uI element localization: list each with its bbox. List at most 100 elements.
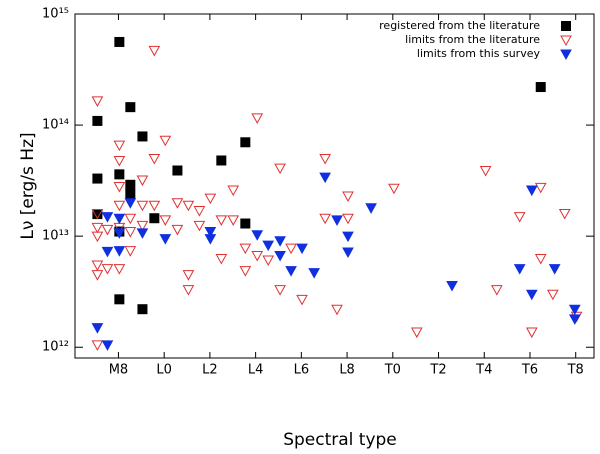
data-point [296,294,308,306]
data-point [113,213,126,225]
data-point [148,45,161,57]
x-tick-label: L2 [202,363,218,378]
data-point [319,172,331,184]
data-point [159,234,172,245]
legend-marker [560,35,572,47]
data-point [525,327,538,339]
data-point [513,212,526,223]
y-axis-label: Lν [erg/s Hz] [18,132,38,239]
data-point [172,165,183,176]
legend-label: limits from the literature [405,33,540,46]
data-point [113,155,126,167]
data-point [91,222,104,234]
data-point [365,203,377,214]
x-tick-label: T2 [429,363,446,378]
data-point [240,218,251,229]
data-point [274,163,286,175]
data-point [296,243,308,255]
data-point [215,215,228,226]
data-point [274,250,286,262]
data-point [149,213,160,224]
data-point [101,212,114,223]
legend-label: limits from this survey [417,47,541,60]
x-tick-label: T4 [475,363,492,378]
data-point [113,200,126,212]
data-point [239,243,252,255]
data-point [251,250,264,262]
data-point [204,193,217,205]
data-point [91,231,104,243]
data-point [101,224,114,236]
data-point [534,182,547,194]
data-point [274,236,286,247]
x-axis-label: Spectral type [283,430,397,450]
data-point [342,247,354,259]
x-tick-label: T6 [521,363,538,378]
data-point [513,264,526,275]
data-point [91,323,104,334]
data-point [534,253,547,265]
data-point [525,185,538,197]
data-point [319,213,331,225]
data-point [171,224,184,236]
data-point [535,82,546,93]
data-point [124,198,137,209]
y-tick-label: 10¹² [42,340,69,355]
data-point [91,270,104,281]
x-tick-label: L6 [294,363,310,378]
data-point [410,327,423,339]
data-point [113,228,126,239]
legend-marker [561,21,571,31]
data-point [92,209,103,220]
data-point [308,268,321,279]
data-point [91,96,104,107]
data-point [331,215,343,226]
data-point [124,227,137,238]
data-point [171,198,184,209]
data-point [92,173,103,184]
data-point [251,230,264,241]
legend-marker [560,49,572,61]
data-point [546,289,559,301]
data-point [125,102,136,113]
data-point [285,266,297,277]
data-point [91,208,104,220]
data-point [114,294,125,305]
x-tick-label: L4 [248,363,264,378]
data-point [101,246,114,258]
data-point [182,285,195,296]
data-point [137,131,148,142]
data-point [204,234,217,245]
data-point [193,220,206,232]
data-point [490,285,503,296]
data-point [262,240,275,252]
data-point [114,169,125,180]
data-point [136,175,149,187]
data-point [113,140,126,152]
data-point [91,260,104,272]
data-point [342,213,354,225]
data-point [548,264,561,275]
data-point [136,220,149,232]
data-point [446,280,458,292]
data-point [568,314,581,325]
data-point [216,155,227,166]
data-point [182,200,195,212]
data-point [227,185,240,197]
x-tick-label: T0 [384,363,401,378]
data-point [239,266,252,277]
y-tick-label: 10¹⁴ [42,118,69,133]
data-point [274,285,286,296]
data-point [193,206,206,217]
data-point [101,340,114,351]
data-point [227,215,240,226]
x-tick-label: L0 [156,363,172,378]
data-point [558,208,571,220]
data-point [125,179,136,190]
data-point [479,166,492,177]
plot-frame [74,13,595,359]
data-point [125,188,136,199]
data-point [251,113,264,124]
data-point [342,191,354,203]
y-tick-label: 10¹⁵ [42,7,69,22]
